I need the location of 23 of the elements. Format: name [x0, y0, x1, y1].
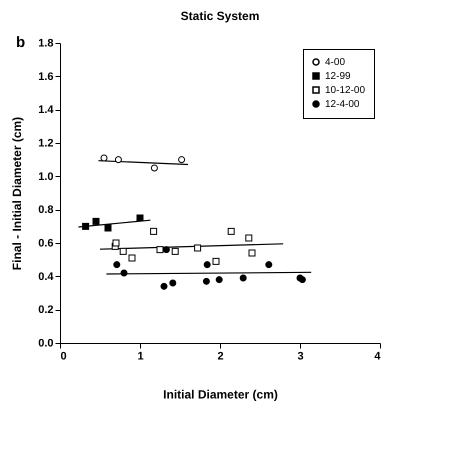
x-tick-label: 4	[374, 350, 382, 362]
legend-label: 12-4-00	[325, 99, 360, 110]
legend-label: 12-99	[325, 71, 352, 82]
y-tick-label: 1.0	[38, 170, 54, 183]
y-axis-title: Final - Initial Diameter (cm)	[10, 116, 24, 270]
text: b	[16, 34, 26, 51]
y-tick-label: 0.6	[38, 238, 54, 250]
y-tick-label: 0.8	[38, 204, 54, 216]
x-tick-label: 3	[297, 350, 304, 362]
legend-label: 10-12-00	[325, 85, 366, 96]
y-tick-label: 1.4	[38, 104, 54, 116]
legend-label: 4-00	[325, 57, 346, 68]
chart-title: Static System	[180, 9, 260, 23]
x-tick-label: 1	[137, 350, 144, 362]
y-tick-label: 0.2	[38, 304, 54, 316]
y-tick-label: 1.8	[38, 38, 54, 50]
x-tick-label: 2	[217, 350, 224, 362]
y-tick-label: 0.4	[38, 270, 54, 283]
x-tick-label: 0	[60, 350, 67, 362]
y-tick-label: 0.0	[38, 338, 54, 350]
y-tick-label: 1.2	[38, 138, 54, 150]
y-tick-label: 1.6	[38, 70, 54, 83]
x-axis-title: Initial Diameter (cm)	[163, 388, 278, 402]
